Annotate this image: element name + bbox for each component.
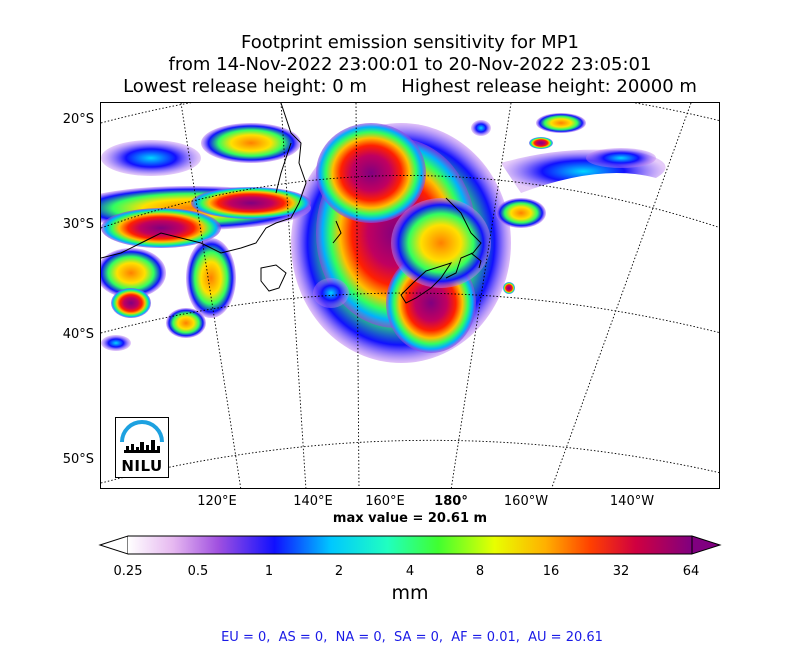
plot-title: Footprint emission sensitivity for MP1 bbox=[240, 32, 579, 53]
colorbar-tick-7: 32 bbox=[612, 564, 630, 579]
max-value-label: max value = 20.61 m bbox=[332, 511, 488, 526]
colorbar-tick-3: 2 bbox=[334, 564, 344, 579]
colorbar-tick-8: 64 bbox=[682, 564, 700, 579]
lon-label-160w: 160°W bbox=[503, 494, 549, 509]
colorbar-tick-1: 0.5 bbox=[187, 564, 209, 579]
graticule bbox=[101, 103, 719, 488]
nilu-logo-icon bbox=[120, 420, 164, 453]
lon-label-120e: 120°E bbox=[197, 494, 237, 509]
nilu-logo-text: NILU bbox=[121, 457, 163, 475]
colorbar-tick-2: 1 bbox=[264, 564, 274, 579]
lat-label-30s: 30°S bbox=[62, 217, 94, 232]
colorbar-unit-label: mm bbox=[391, 582, 429, 604]
region-summary: EU = 0, AS = 0, NA = 0, SA = 0, AF = 0.0… bbox=[221, 630, 603, 645]
colorbar-tick-5: 8 bbox=[475, 564, 485, 579]
coastlines bbox=[101, 103, 482, 304]
lat-label-20s: 20°S bbox=[62, 112, 94, 127]
lon-label-160e: 160°E bbox=[365, 494, 405, 509]
lon-label-180: 180° bbox=[434, 494, 468, 509]
lon-label-140e: 140°E bbox=[293, 494, 333, 509]
plot-subtitle-heights: Lowest release height: 0 m Highest relea… bbox=[123, 76, 697, 97]
colorbar bbox=[98, 535, 722, 555]
map-panel bbox=[100, 102, 720, 489]
colorbar-tick-4: 4 bbox=[405, 564, 415, 579]
colorbar-tick-6: 16 bbox=[542, 564, 560, 579]
nilu-logo: NILU bbox=[115, 417, 169, 478]
lat-label-50s: 50°S bbox=[62, 452, 94, 467]
lat-label-40s: 40°S bbox=[62, 327, 94, 342]
plot-subtitle-period: from 14-Nov-2022 23:00:01 to 20-Nov-2022… bbox=[168, 54, 652, 75]
footprint-field bbox=[101, 113, 666, 363]
footprint-map bbox=[101, 103, 719, 488]
lon-label-140w: 140°W bbox=[609, 494, 655, 509]
colorbar-tick-0: 0.25 bbox=[113, 564, 143, 579]
